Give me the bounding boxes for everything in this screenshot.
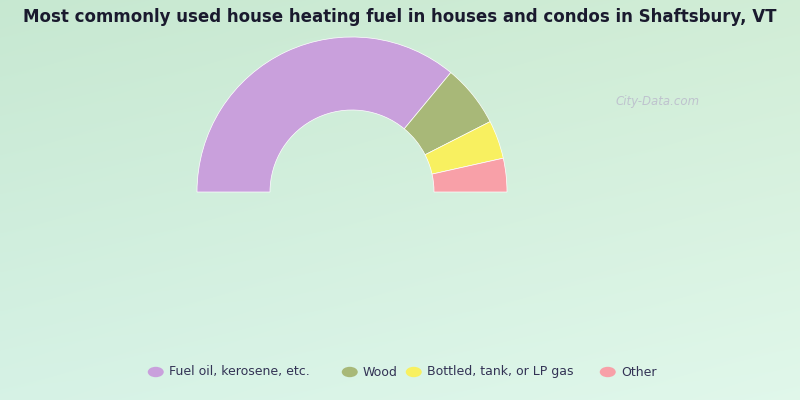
Wedge shape <box>404 72 490 155</box>
Text: Fuel oil, kerosene, etc.: Fuel oil, kerosene, etc. <box>169 366 310 378</box>
Wedge shape <box>425 122 503 174</box>
Text: City-Data.com: City-Data.com <box>616 96 700 108</box>
Ellipse shape <box>406 367 422 377</box>
Text: Other: Other <box>621 366 656 378</box>
Text: Bottled, tank, or LP gas: Bottled, tank, or LP gas <box>426 366 574 378</box>
Ellipse shape <box>600 367 616 377</box>
Text: Wood: Wood <box>362 366 398 378</box>
Ellipse shape <box>148 367 164 377</box>
Wedge shape <box>197 37 451 192</box>
Wedge shape <box>432 158 507 192</box>
Text: Most commonly used house heating fuel in houses and condos in Shaftsbury, VT: Most commonly used house heating fuel in… <box>23 8 777 26</box>
Ellipse shape <box>342 367 358 377</box>
